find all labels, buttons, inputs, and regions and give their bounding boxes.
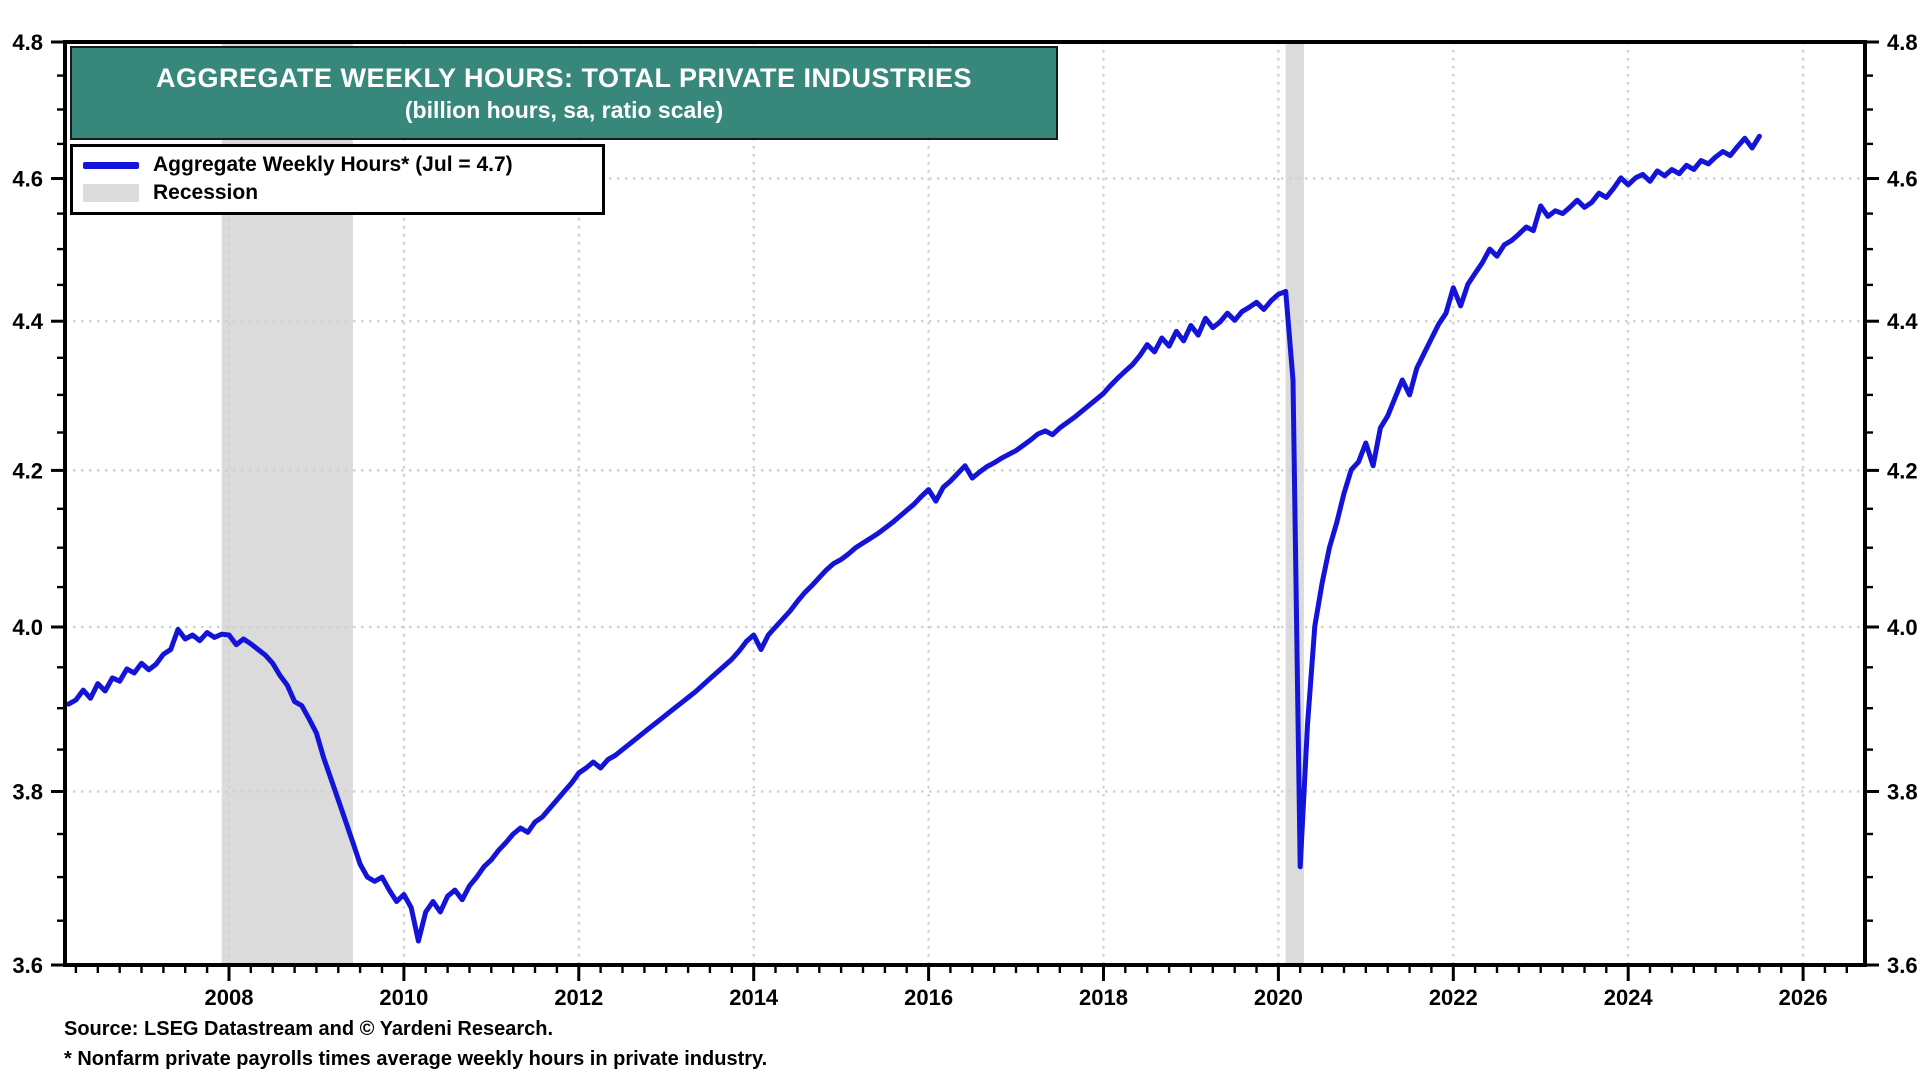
y-axis-label-left: 4.2 xyxy=(12,458,43,483)
y-axis-label-left: 4.4 xyxy=(12,309,43,334)
footnote: * Nonfarm private payrolls times average… xyxy=(64,1048,768,1070)
y-axis-label-left: 4.6 xyxy=(12,167,43,192)
chart-title-box: AGGREGATE WEEKLY HOURS: TOTAL PRIVATE IN… xyxy=(70,46,1058,140)
x-axis-label: 2016 xyxy=(904,985,953,1010)
chart-title: AGGREGATE WEEKLY HOURS: TOTAL PRIVATE IN… xyxy=(155,62,973,93)
legend-item-series: Aggregate Weekly Hours* (Jul = 4.7) xyxy=(83,152,592,178)
source-note: Source: LSEG Datastream and © Yardeni Re… xyxy=(64,1018,554,1040)
x-axis-label: 2026 xyxy=(1779,985,1828,1010)
data-line-aggregate-weekly-hours xyxy=(66,133,1762,944)
y-axis-label-right: 3.6 xyxy=(1887,953,1918,978)
y-axis-label-left: 3.6 xyxy=(12,953,43,978)
x-axis-label: 2018 xyxy=(1079,985,1128,1010)
x-axis-label: 2008 xyxy=(205,985,254,1010)
legend: Aggregate Weekly Hours* (Jul = 4.7) Rece… xyxy=(70,144,605,215)
recession-swatch xyxy=(83,184,139,202)
y-axis-label-left: 4.8 xyxy=(12,30,43,55)
x-axis-label: 2012 xyxy=(554,985,603,1010)
x-axis-label: 2024 xyxy=(1604,985,1654,1010)
plot-border xyxy=(63,40,1867,967)
x-axis-label: 2014 xyxy=(729,985,779,1010)
y-axis-label-right: 3.8 xyxy=(1887,780,1918,805)
y-axis-label-left: 3.8 xyxy=(12,780,43,805)
chart-subtitle: (billion hours, sa, ratio scale) xyxy=(404,97,724,124)
y-axis-label-right: 4.2 xyxy=(1887,458,1918,483)
y-axis-label-right: 4.6 xyxy=(1887,167,1918,192)
y-axis-label-right: 4.0 xyxy=(1887,615,1918,640)
x-axis-label: 2010 xyxy=(379,985,428,1010)
series-line-swatch xyxy=(83,161,139,169)
legend-item-recession: Recession xyxy=(83,180,592,206)
x-axis-label: 2020 xyxy=(1254,985,1303,1010)
y-axis-label-right: 4.8 xyxy=(1887,30,1918,55)
x-axis-label: 2022 xyxy=(1429,985,1478,1010)
y-axis-label-left: 4.0 xyxy=(12,615,43,640)
legend-label-series: Aggregate Weekly Hours* (Jul = 4.7) xyxy=(153,153,513,176)
y-axis-label-right: 4.4 xyxy=(1887,309,1918,334)
legend-label-recession: Recession xyxy=(153,181,259,204)
